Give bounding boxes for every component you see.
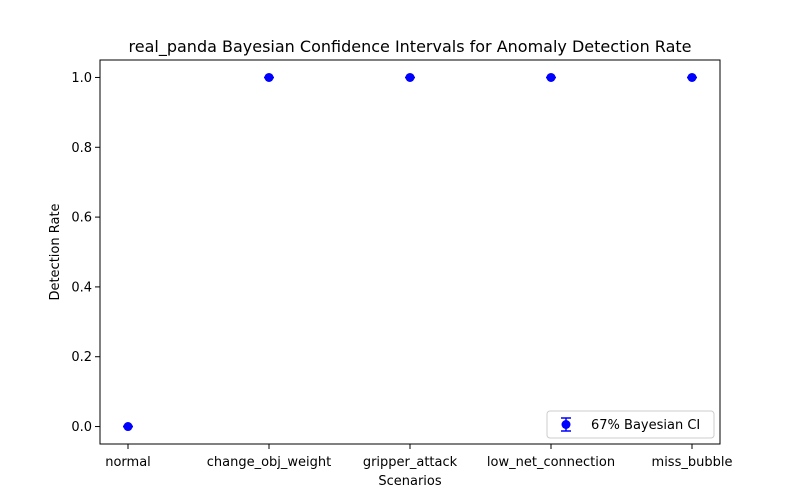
data-point: [546, 72, 556, 82]
legend-box: [546, 410, 715, 439]
data-point: [264, 72, 274, 82]
data-points: [123, 72, 697, 432]
x-tick-label: gripper_attack: [363, 455, 458, 470]
y-tick-label: 0.6: [71, 211, 92, 226]
legend: 67% Bayesian CI: [546, 410, 715, 439]
y-axis-label: Detection Rate: [48, 203, 63, 300]
y-tick-label: 0.0: [71, 420, 92, 435]
x-tick-label: low_net_connection: [487, 455, 615, 470]
y-axis: 0.0 0.2 0.4 0.6 0.8 1.0: [71, 71, 100, 435]
x-tick-label: normal: [105, 455, 151, 470]
legend-label: 67% Bayesian CI: [591, 418, 700, 433]
y-tick-label: 1.0: [71, 71, 92, 86]
y-tick-label: 0.4: [71, 280, 92, 295]
x-tick-label: change_obj_weight: [207, 455, 332, 470]
x-tick-label: miss_bubble: [652, 455, 733, 470]
plot-area: [99, 59, 721, 445]
y-tick-label: 0.2: [71, 350, 92, 365]
x-axis: normal change_obj_weight gripper_attack low…: [105, 444, 732, 470]
legend-marker: [561, 420, 571, 429]
y-tick-label: 0.8: [71, 141, 92, 156]
chart-title: real_panda Bayesian Confidence Intervals…: [129, 37, 692, 57]
data-point: [123, 422, 133, 432]
x-axis-label: Scenarios: [378, 474, 442, 489]
data-point: [687, 72, 697, 82]
data-point: [405, 72, 415, 82]
